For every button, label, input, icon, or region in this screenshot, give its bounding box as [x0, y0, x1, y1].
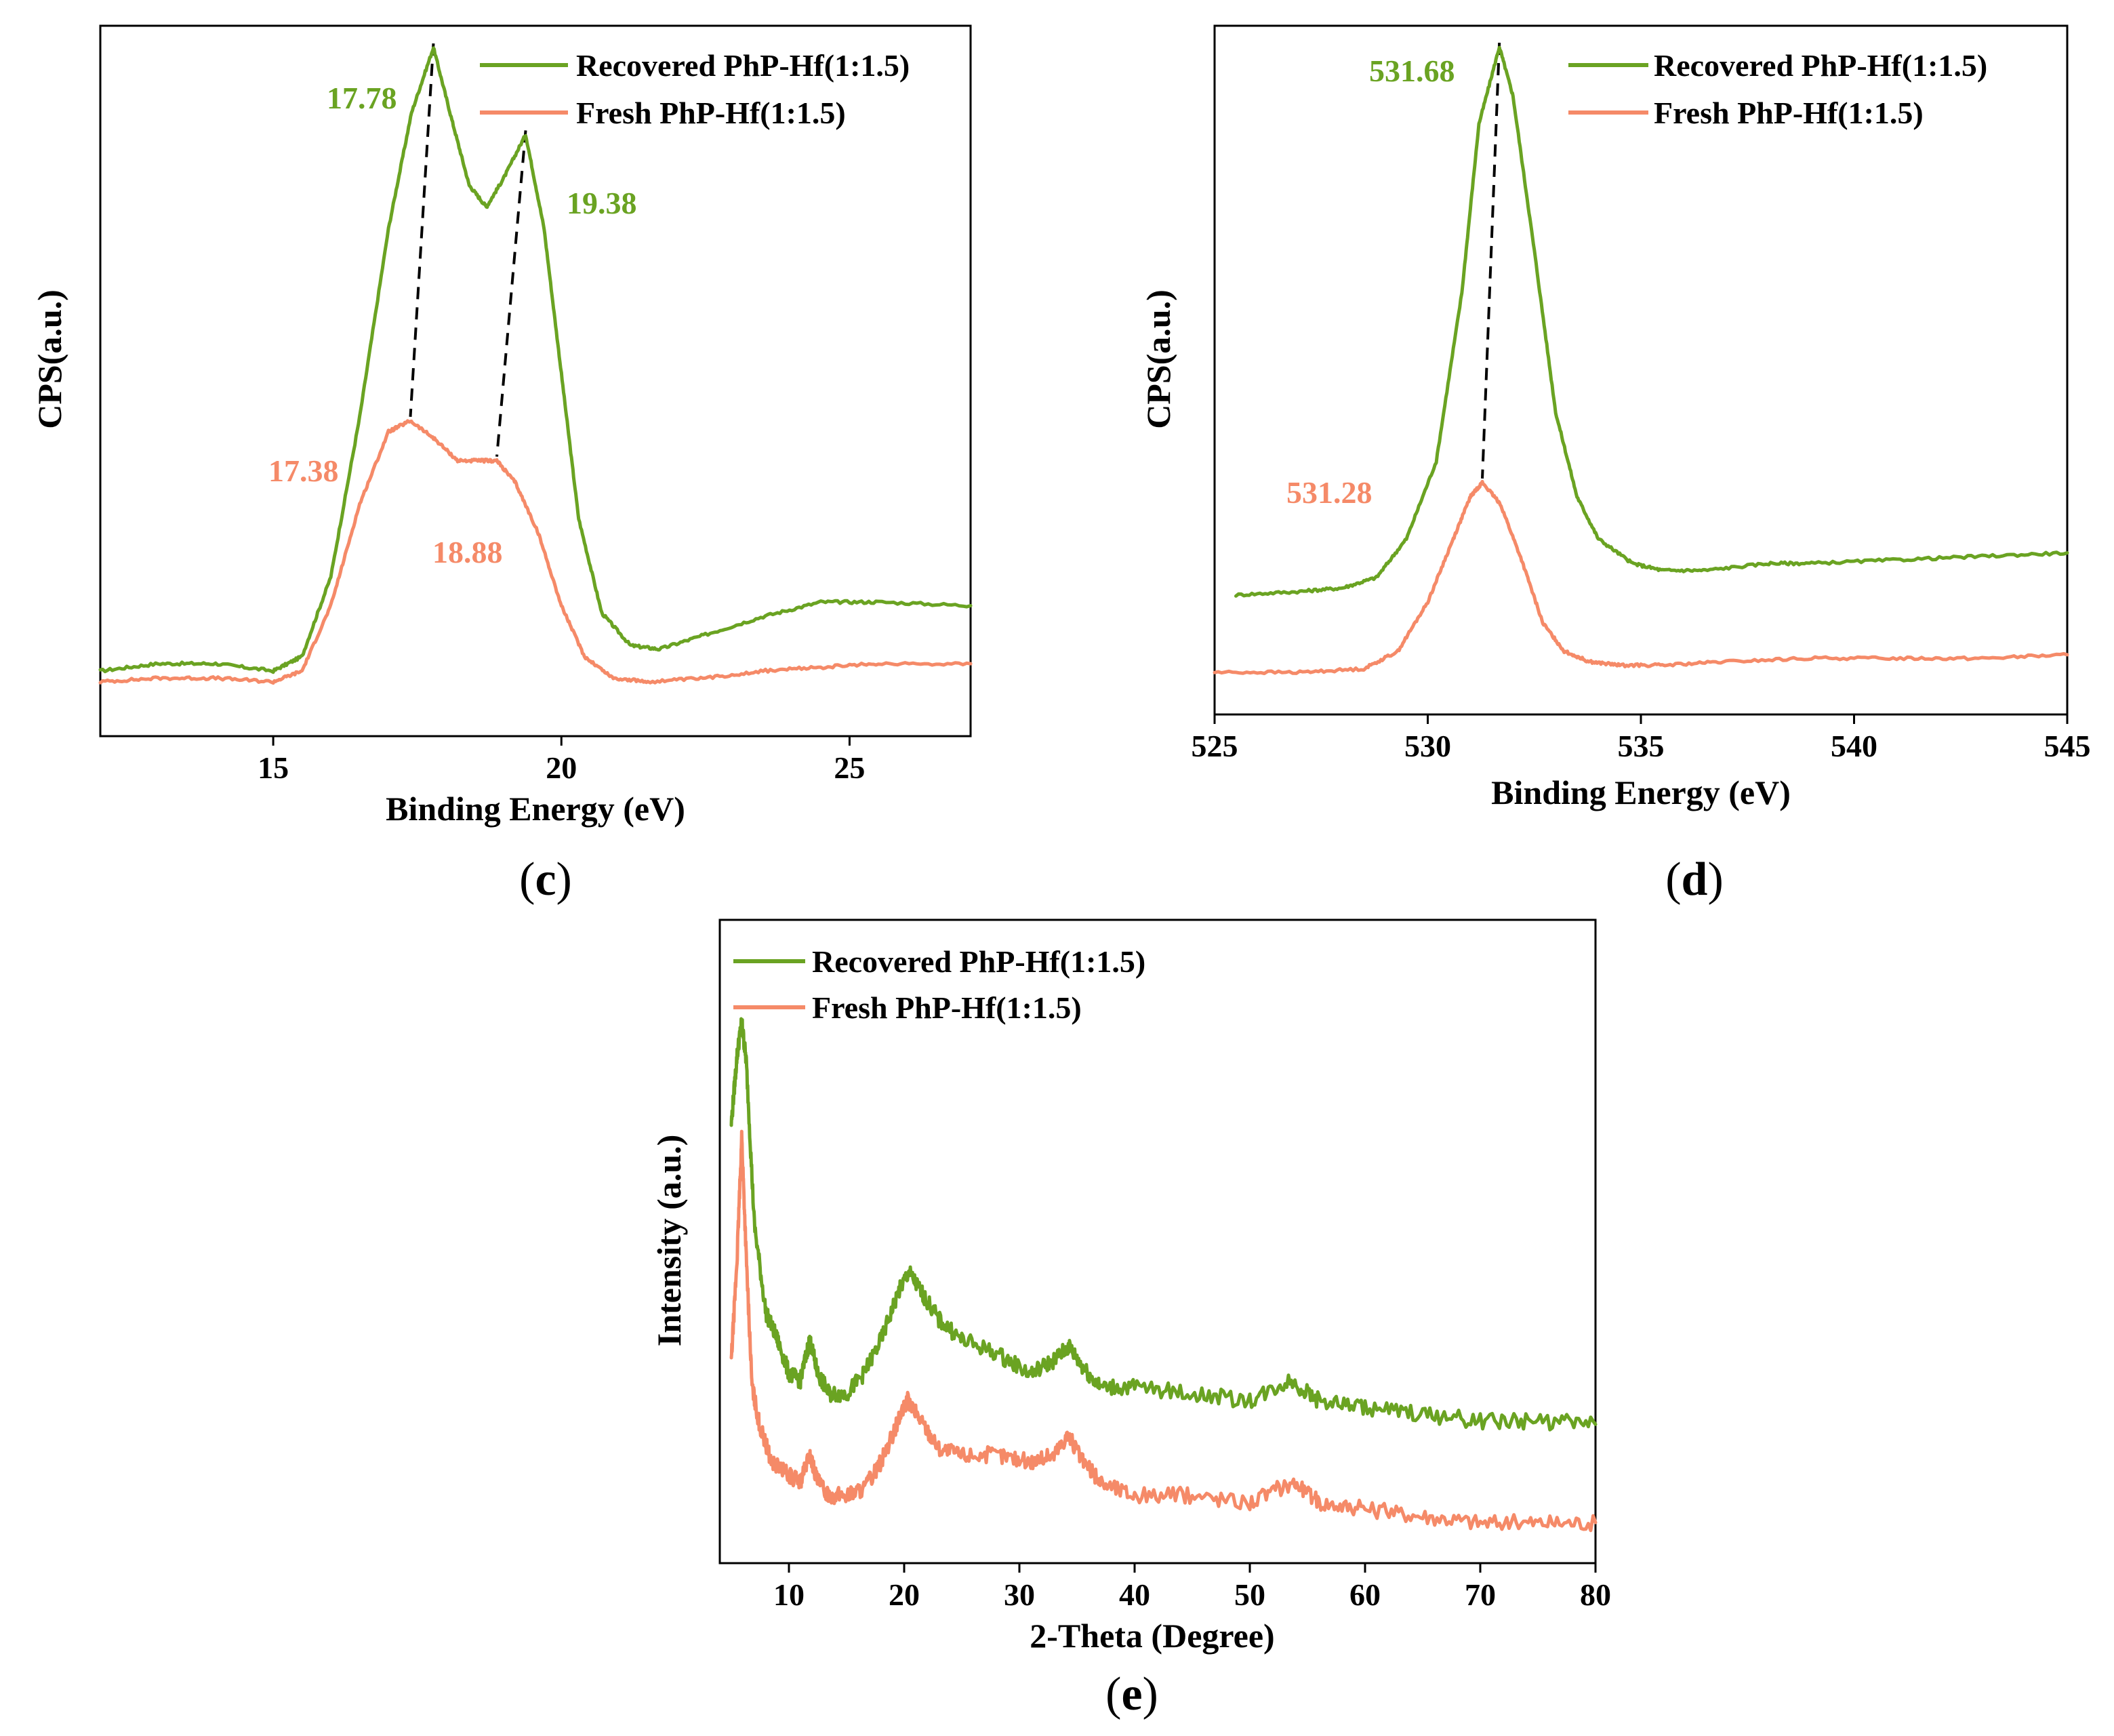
panel-d-peak-label-531-68: 531.68: [1369, 54, 1455, 88]
panel-c-x-tick-label: 15: [258, 750, 289, 785]
panel-e-x-tick-label: 10: [773, 1577, 805, 1612]
panel-c-peak-label-17-78: 17.78: [327, 81, 397, 115]
panel-e-x-tick-label: 80: [1580, 1577, 1611, 1612]
panel-c-series-recovered: [98, 46, 973, 674]
panel-e-letter: (e): [1105, 1668, 1158, 1720]
panel-c-y-axis-label: CPS(a.u.): [31, 289, 68, 429]
panel-d-x-tick-label: 540: [1831, 729, 1877, 763]
panel-c-chart: 15 20 25 Binding Energy (eV) CPS(a.u.) Rec…: [31, 24, 973, 906]
panel-d-peak-shift-connector: [1481, 43, 1501, 479]
panel-c-legend-fresh-label: Fresh PhP-Hf(1:1.5): [576, 96, 846, 130]
panel-e-series: [729, 1017, 1598, 1533]
panel-e-x-tick-label: 20: [889, 1577, 920, 1612]
panel-c-peak-label-19-38: 19.38: [567, 186, 637, 220]
panel-c-dashed-connectors: [409, 43, 527, 457]
panel-d-series-fresh: [1213, 479, 2069, 675]
panel-d-x-tick-label: 545: [2044, 729, 2091, 763]
panel-e-y-axis-label: Intensity (a.u.): [650, 1135, 688, 1347]
panel-e-x-ticks: 10 20 30 40 50 60 70 80: [773, 1563, 1611, 1612]
panel-d-peak-label-531-28: 531.28: [1286, 475, 1373, 510]
panel-d-series-recovered: [1234, 45, 2069, 598]
panel-c-peak-label-17-38: 17.38: [268, 453, 339, 488]
panel-d-y-axis-label: CPS(a.u.): [1139, 289, 1177, 429]
panel-e-x-tick-label: 50: [1234, 1577, 1265, 1612]
panel-c-series-fresh: [98, 419, 973, 685]
panel-e-legend-fresh-label: Fresh PhP-Hf(1:1.5): [812, 990, 1082, 1025]
panel-d-legend-recovered-label: Recovered PhP-Hf(1:1.5): [1654, 48, 1987, 83]
panel-e-x-tick-label: 40: [1119, 1577, 1150, 1612]
panel-e-series-fresh: [729, 1129, 1598, 1533]
panel-e-series-recovered: [729, 1017, 1598, 1432]
panel-d-dashed-connectors: [1481, 43, 1501, 479]
panel-c-x-tick-label: 20: [546, 750, 577, 785]
panel-d-x-axis-label: Binding Energy (eV): [1491, 773, 1791, 811]
panel-d-plot-frame: [1213, 24, 2069, 716]
panel-c-peak-shift-connector: [409, 43, 435, 417]
panel-c-series: [98, 46, 973, 685]
panel-c-legend-recovered-label: Recovered PhP-Hf(1:1.5): [576, 48, 910, 83]
panel-d-x-tick-label: 535: [1618, 729, 1665, 763]
panel-c-x-tick-label: 25: [834, 750, 865, 785]
panel-e-x-axis-label: 2-Theta (Degree): [1030, 1617, 1274, 1655]
panel-c-x-ticks: 15 20 25: [258, 736, 865, 785]
panel-e-legend-recovered-label: Recovered PhP-Hf(1:1.5): [812, 944, 1145, 979]
panel-c-peak-shift-connector: [495, 130, 527, 457]
panel-d-x-tick-label: 530: [1404, 729, 1451, 763]
panel-d-legend-fresh-label: Fresh PhP-Hf(1:1.5): [1654, 96, 1924, 130]
panel-d-series: [1213, 45, 2069, 675]
panel-c-x-axis-label: Binding Energy (eV): [386, 790, 685, 828]
panel-e-x-tick-label: 30: [1004, 1577, 1035, 1612]
panel-d-x-tick-label: 525: [1192, 729, 1238, 763]
panel-d-x-ticks: 525 530 535 540 545: [1192, 714, 2091, 763]
panel-c-peak-label-18-88: 18.88: [432, 535, 503, 569]
panel-e-x-tick-label: 60: [1349, 1577, 1381, 1612]
panel-e-plot-frame: [718, 919, 1597, 1565]
panel-d-chart: 525 530 535 540 545 Binding Energy (eV) CPS(…: [1139, 24, 2091, 906]
panel-e-x-tick-label: 70: [1465, 1577, 1496, 1612]
panel-c-letter: (c): [519, 853, 572, 906]
panel-d-letter: (d): [1665, 853, 1724, 906]
panel-e-chart: 10 20 30 40 50 60 70 80 2-Theta (Degree) Intens…: [650, 919, 1611, 1720]
panel-c-plot-frame: [99, 24, 972, 738]
